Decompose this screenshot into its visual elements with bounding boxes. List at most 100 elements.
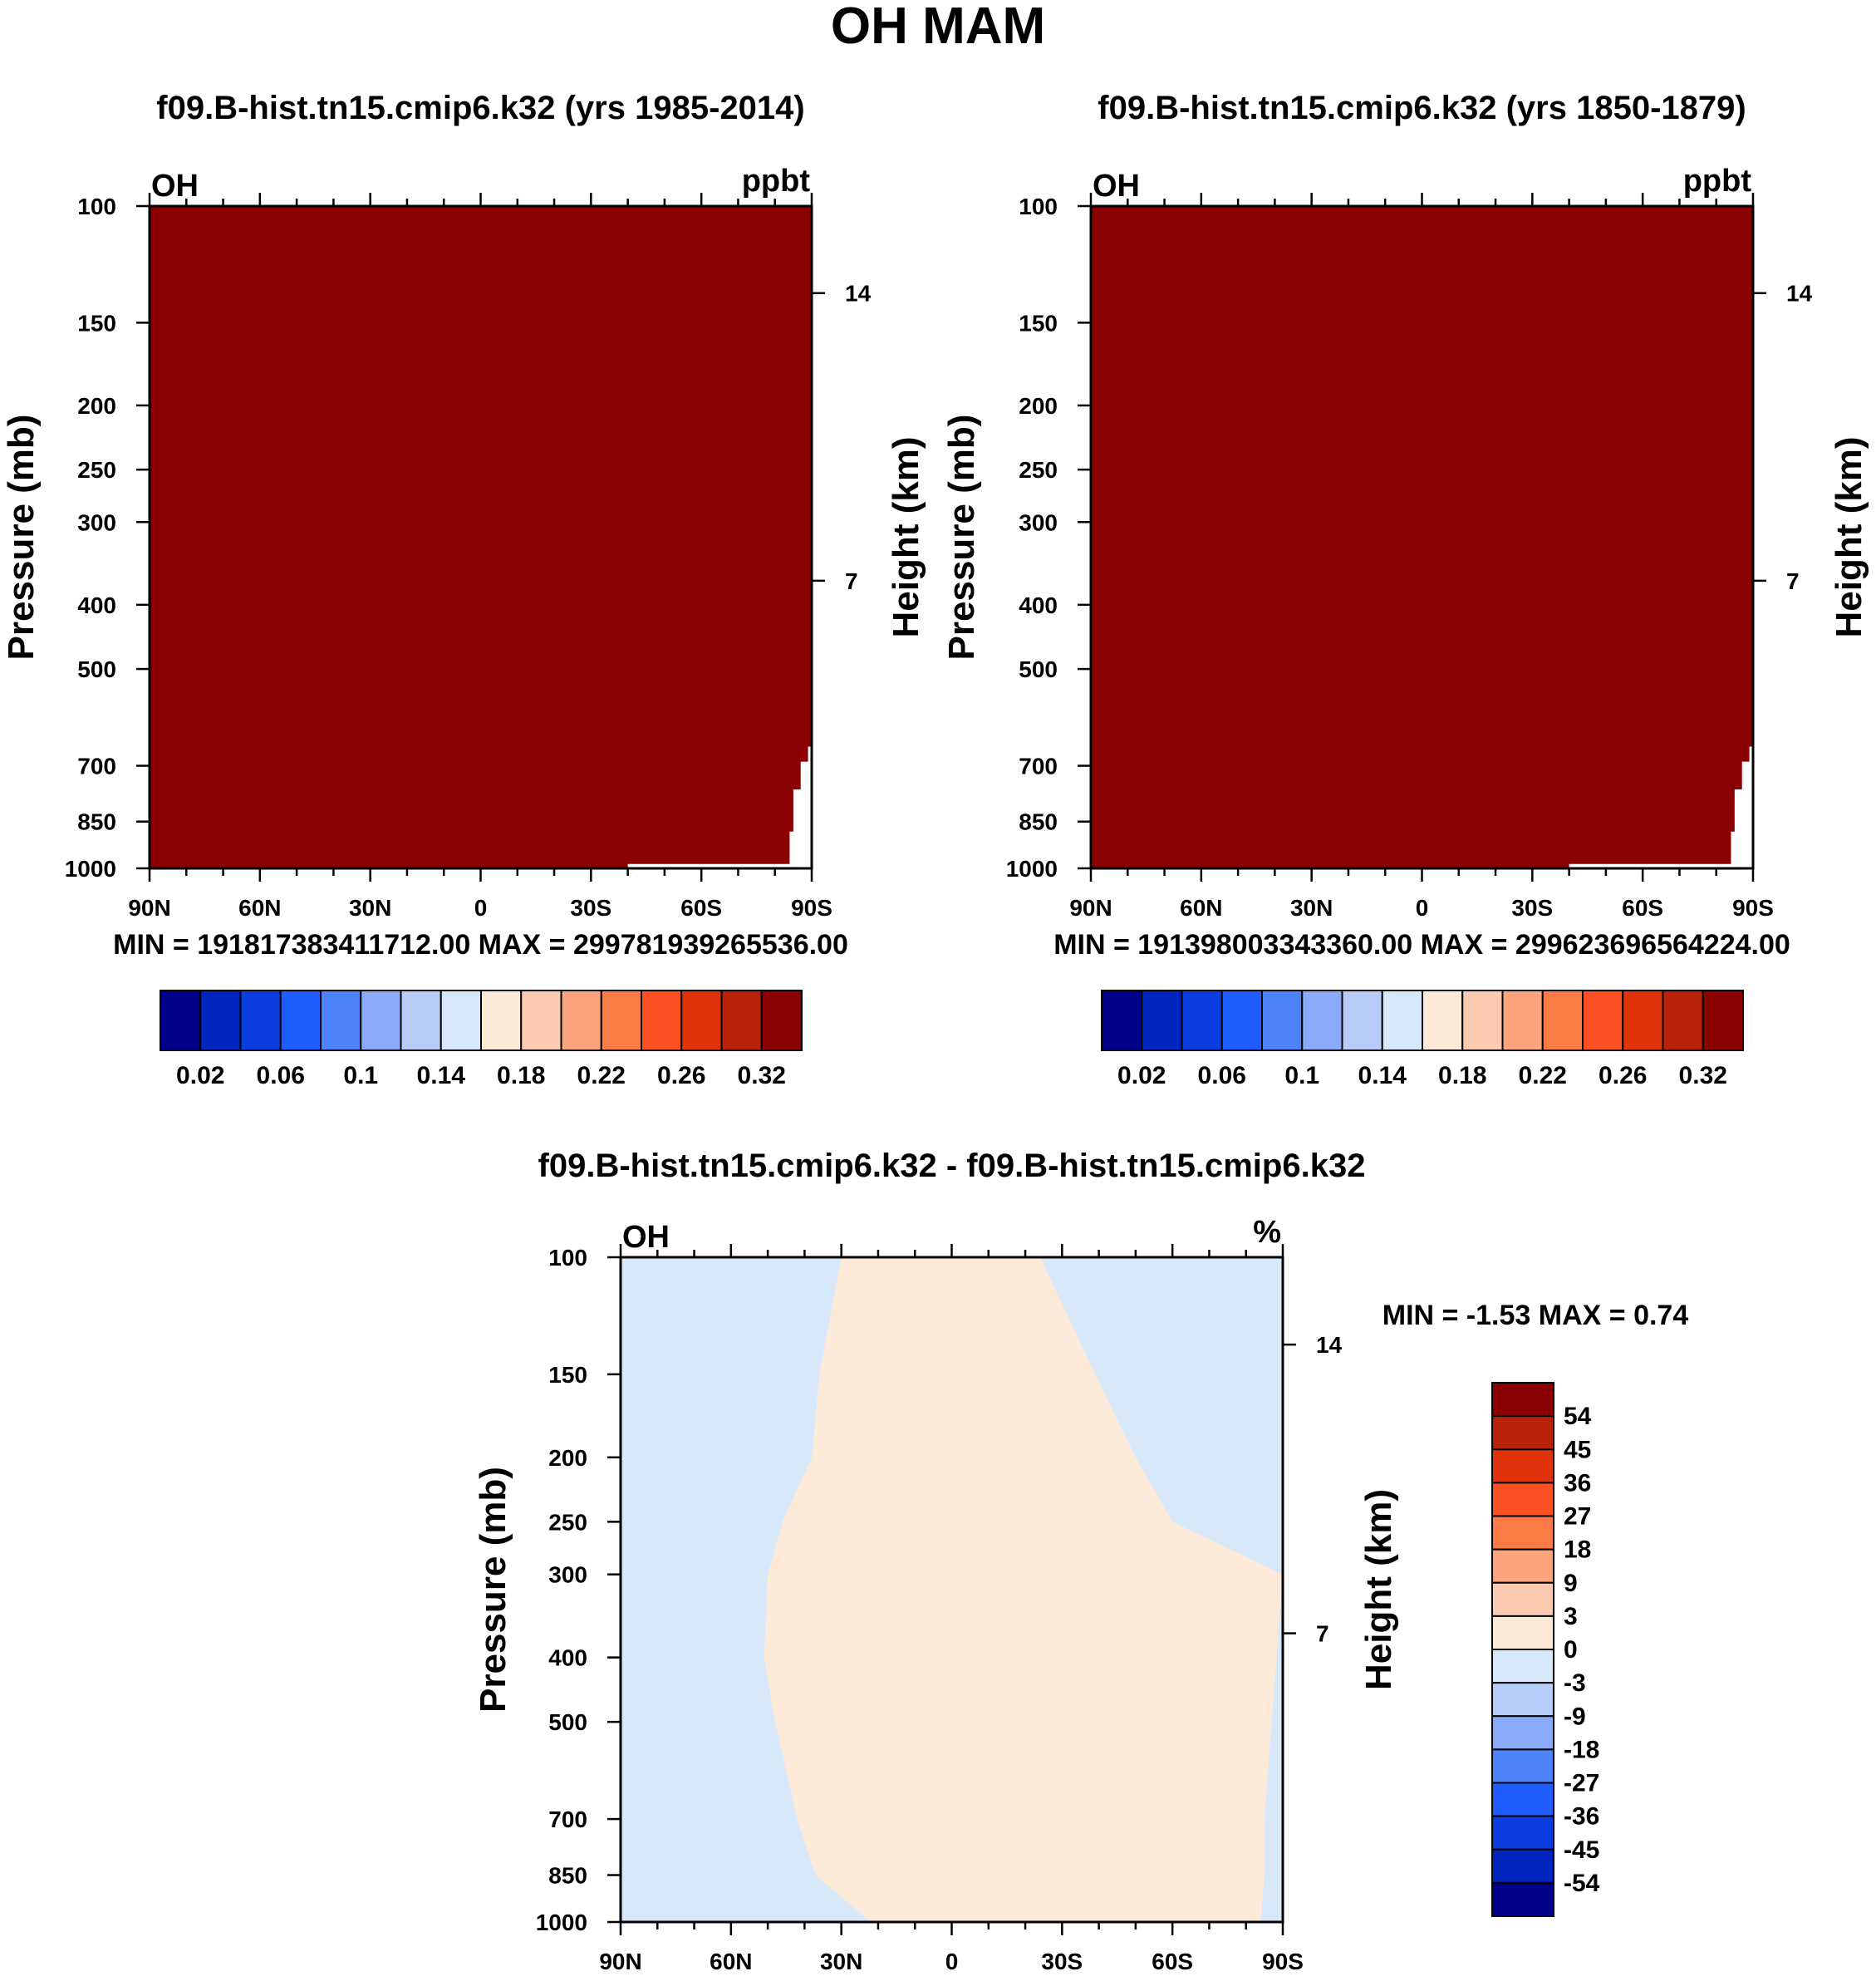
y-tick-label: 400 <box>1019 592 1058 618</box>
x-tick-label: 30N <box>1290 895 1333 921</box>
y-tick-label: 250 <box>548 1509 587 1535</box>
min-max-stats: MIN = 191398003343360.00 MAX = 299623696… <box>1053 929 1790 961</box>
x-tick-label: 0 <box>1416 895 1429 921</box>
colorbar-box <box>239 990 282 1051</box>
x-tick-label: 90N <box>1069 895 1112 921</box>
units-label: ppbt <box>1683 164 1752 199</box>
colorbar-label: 45 <box>1564 1436 1591 1463</box>
positive-region <box>764 1257 1283 1922</box>
panel-title: f09.B-hist.tn15.cmip6.k32 - f09.B-hist.t… <box>538 1148 1366 1184</box>
colorbar-box <box>1491 1715 1554 1751</box>
colorbar-box <box>1261 990 1304 1051</box>
x-tick-label: 90S <box>1732 895 1774 921</box>
colorbar-label: 0.02 <box>176 1062 224 1089</box>
colorbar-label: -45 <box>1564 1836 1599 1864</box>
colorbar-label: 0.06 <box>257 1062 305 1089</box>
chart-panel-1: f09.B-hist.tn15.cmip6.k32 (yrs 1985-2014… <box>1 90 926 1089</box>
x-tick-label: 30S <box>1511 895 1553 921</box>
variable-label: OH <box>151 169 199 204</box>
missing-data-area <box>627 746 812 868</box>
y-tick-label: 200 <box>548 1445 587 1471</box>
y-axis-title: Pressure (mb) <box>473 1467 513 1713</box>
y-tick-label: 250 <box>77 457 116 483</box>
figure-title: OH MAM <box>831 0 1045 55</box>
colorbar-box <box>641 990 683 1051</box>
y-tick-label: 500 <box>77 656 116 682</box>
colorbar-box <box>520 990 562 1051</box>
colorbar-label: 0 <box>1564 1636 1578 1664</box>
colorbar-box <box>1501 990 1544 1051</box>
colorbar-box <box>1491 1515 1554 1551</box>
colorbar-box <box>1220 990 1263 1051</box>
y2-tick-label: 14 <box>845 281 872 307</box>
colorbar-box <box>400 990 442 1051</box>
y-tick-label: 850 <box>77 809 116 835</box>
y-tick-label: 1000 <box>65 856 116 882</box>
colorbar-box <box>760 990 803 1051</box>
y-tick-label: 150 <box>77 310 116 336</box>
x-tick-label: 90N <box>128 895 170 921</box>
y2-tick-label: 7 <box>1316 1621 1329 1647</box>
units-label: % <box>1253 1215 1281 1250</box>
units-label: ppbt <box>742 164 811 199</box>
colorbar-box <box>1491 1848 1554 1884</box>
colorbar-label: 0.02 <box>1117 1062 1166 1089</box>
y-tick-label: 100 <box>1019 194 1058 219</box>
colorbar-label: 0.14 <box>1358 1062 1407 1089</box>
colorbar-box <box>440 990 482 1051</box>
colorbar-box <box>1491 1748 1554 1784</box>
colorbar-box <box>680 990 723 1051</box>
colorbar-label: -9 <box>1564 1703 1586 1730</box>
y-tick-label: 100 <box>548 1245 587 1271</box>
colorbar-label: 0.26 <box>657 1062 705 1089</box>
colorbar-label: 0.18 <box>497 1062 545 1089</box>
y-tick-label: 700 <box>77 754 116 779</box>
colorbar-box <box>1541 990 1584 1051</box>
colorbar-label: 54 <box>1564 1403 1592 1430</box>
colorbar-label: -36 <box>1564 1803 1599 1831</box>
colorbar-box <box>1491 1649 1554 1684</box>
colorbar-box <box>1141 990 1183 1051</box>
panel-title: f09.B-hist.tn15.cmip6.k32 (yrs 1985-2014… <box>156 90 804 126</box>
colorbar-label: 0.1 <box>1284 1062 1319 1089</box>
x-tick-label: 30N <box>349 895 391 921</box>
colorbar-label: 0.22 <box>1519 1062 1567 1089</box>
colorbar-label: -27 <box>1564 1770 1599 1797</box>
colorbar-label: 0.18 <box>1438 1062 1486 1089</box>
colorbar-box <box>160 990 202 1051</box>
y2-tick-label: 7 <box>1786 568 1800 594</box>
y-tick-label: 150 <box>548 1362 587 1388</box>
y-tick-label: 300 <box>77 509 116 535</box>
chart-panel-3: f09.B-hist.tn15.cmip6.k32 - f09.B-hist.t… <box>473 1148 1688 1974</box>
y-tick-label: 850 <box>548 1863 587 1889</box>
colorbar-label: 0.22 <box>577 1062 626 1089</box>
colorbar-box <box>1422 990 1464 1051</box>
colorbar-box <box>1491 1548 1554 1584</box>
x-tick-label: 60S <box>1622 895 1663 921</box>
colorbar-box <box>1491 1415 1554 1451</box>
colorbar-box <box>1181 990 1223 1051</box>
y2-tick-label: 14 <box>1316 1332 1343 1358</box>
x-tick-label: 0 <box>474 895 488 921</box>
panel-title: f09.B-hist.tn15.cmip6.k32 (yrs 1850-1879… <box>1098 90 1746 126</box>
colorbar-label: 3 <box>1564 1603 1578 1630</box>
min-max-stats: MIN = -1.53 MAX = 0.74 <box>1382 1300 1689 1331</box>
variable-label: OH <box>1093 169 1140 204</box>
y-tick-label: 200 <box>1019 393 1058 419</box>
colorbar-label: 27 <box>1564 1503 1591 1531</box>
colorbar-box <box>1381 990 1423 1051</box>
colorbar-box <box>1622 990 1664 1051</box>
y2-axis-title: Height (km) <box>1358 1489 1399 1690</box>
colorbar-label: -18 <box>1564 1736 1599 1763</box>
x-tick-label: 60N <box>238 895 281 921</box>
colorbar-box <box>199 990 242 1051</box>
colorbar-box <box>1491 1615 1554 1650</box>
colorbar-box <box>560 990 602 1051</box>
colorbar-box <box>1301 990 1343 1051</box>
colorbar-label: 0.32 <box>738 1062 786 1089</box>
colorbar-label: -3 <box>1564 1669 1586 1697</box>
colorbar-box <box>1101 990 1143 1051</box>
y-tick-label: 400 <box>77 592 116 618</box>
y-tick-label: 150 <box>1019 310 1058 336</box>
